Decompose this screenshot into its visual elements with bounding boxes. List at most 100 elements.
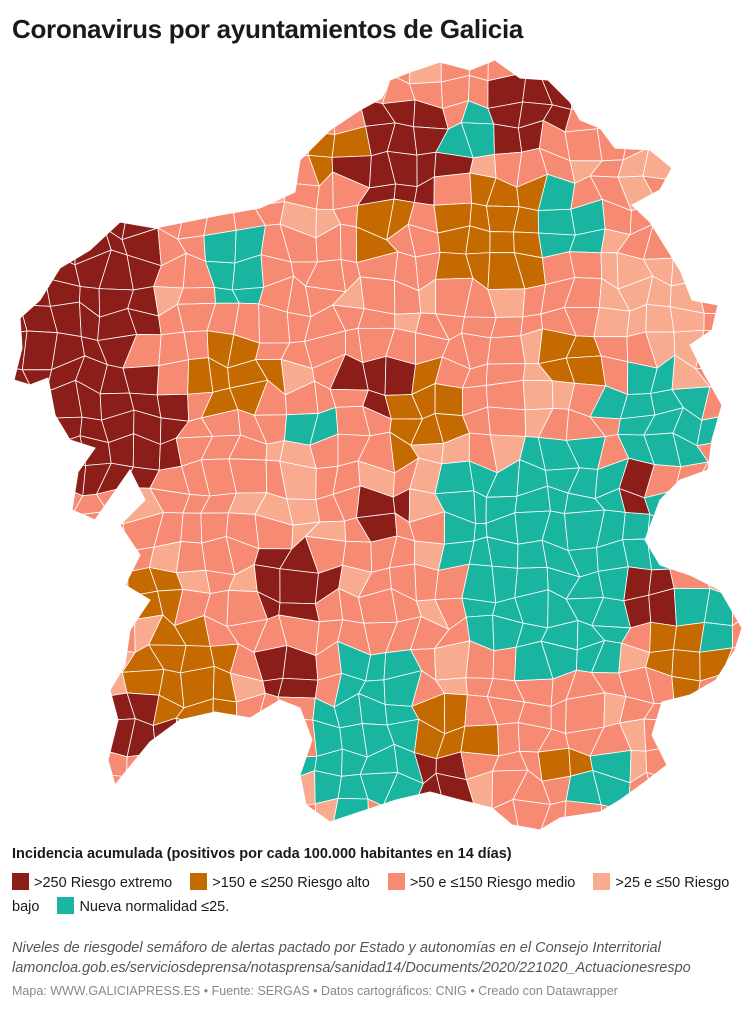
municipality-region[interactable]: [72, 567, 111, 601]
municipality-region[interactable]: [236, 721, 262, 757]
municipality-region[interactable]: [253, 176, 286, 207]
municipality-region[interactable]: [490, 316, 524, 339]
municipality-region[interactable]: [104, 148, 132, 184]
municipality-region[interactable]: [669, 567, 711, 589]
municipality-region[interactable]: [254, 55, 294, 75]
municipality-region[interactable]: [202, 781, 236, 810]
municipality-region[interactable]: [491, 565, 518, 604]
municipality-region[interactable]: [50, 801, 79, 829]
municipality-region[interactable]: [673, 621, 705, 653]
municipality-region[interactable]: [720, 467, 756, 493]
municipality-region[interactable]: [44, 745, 87, 782]
municipality-region[interactable]: [623, 104, 656, 125]
municipality-region[interactable]: [720, 173, 752, 212]
municipality-region[interactable]: [0, 567, 34, 598]
municipality-region[interactable]: [158, 55, 190, 84]
municipality-region[interactable]: [206, 67, 236, 110]
municipality-region[interactable]: [701, 177, 735, 210]
municipality-region[interactable]: [182, 776, 204, 810]
municipality-region[interactable]: [493, 123, 523, 155]
municipality-region[interactable]: [230, 103, 265, 129]
municipality-region[interactable]: [22, 230, 51, 256]
municipality-region[interactable]: [748, 567, 756, 592]
municipality-region[interactable]: [71, 510, 108, 548]
municipality-region[interactable]: [747, 721, 756, 746]
municipality-region[interactable]: [28, 641, 57, 675]
municipality-region[interactable]: [125, 776, 153, 809]
municipality-region[interactable]: [280, 99, 309, 133]
municipality-region[interactable]: [727, 412, 749, 448]
municipality-region[interactable]: [668, 67, 705, 111]
municipality-region[interactable]: [252, 155, 292, 184]
municipality-region[interactable]: [227, 797, 265, 828]
municipality-region[interactable]: [643, 55, 671, 70]
municipality-region[interactable]: [103, 546, 129, 573]
municipality-region[interactable]: [127, 590, 164, 620]
municipality-region[interactable]: [251, 125, 292, 158]
municipality-region[interactable]: [227, 821, 267, 835]
municipality-region[interactable]: [414, 563, 439, 602]
municipality-region[interactable]: [565, 692, 606, 734]
municipality-region[interactable]: [22, 519, 55, 544]
municipality-region[interactable]: [696, 717, 736, 755]
municipality-region[interactable]: [122, 122, 160, 159]
municipality-region[interactable]: [181, 55, 213, 83]
municipality-region[interactable]: [646, 513, 672, 545]
municipality-region[interactable]: [340, 223, 358, 264]
municipality-region[interactable]: [693, 484, 733, 518]
municipality-region[interactable]: [617, 806, 657, 835]
municipality-region[interactable]: [615, 821, 656, 835]
municipality-region[interactable]: [719, 330, 752, 368]
municipality-region[interactable]: [725, 743, 756, 782]
municipality-region[interactable]: [646, 538, 671, 571]
municipality-region[interactable]: [721, 717, 753, 755]
municipality-region[interactable]: [21, 95, 59, 133]
municipality-region[interactable]: [570, 78, 605, 111]
municipality-region[interactable]: [122, 148, 157, 184]
municipality-region[interactable]: [75, 801, 112, 835]
municipality-region[interactable]: [669, 228, 703, 261]
municipality-region[interactable]: [204, 119, 242, 153]
municipality-region[interactable]: [486, 335, 526, 365]
municipality-region[interactable]: [701, 204, 735, 237]
municipality-region[interactable]: [277, 677, 319, 699]
municipality-region[interactable]: [725, 770, 756, 805]
municipality-region[interactable]: [256, 73, 283, 105]
municipality-region[interactable]: [131, 798, 156, 831]
municipality-region[interactable]: [227, 775, 265, 802]
municipality-region[interactable]: [728, 537, 756, 567]
municipality-region[interactable]: [209, 827, 240, 835]
municipality-region[interactable]: [752, 358, 756, 395]
municipality-region[interactable]: [3, 827, 34, 835]
municipality-region[interactable]: [19, 405, 59, 444]
municipality-region[interactable]: [56, 93, 74, 133]
municipality-region[interactable]: [175, 795, 212, 834]
municipality-region[interactable]: [331, 831, 369, 835]
municipality-region[interactable]: [700, 55, 735, 82]
municipality-region[interactable]: [460, 724, 500, 757]
municipality-region[interactable]: [156, 359, 190, 396]
municipality-region[interactable]: [667, 772, 705, 806]
municipality-region[interactable]: [747, 174, 756, 210]
municipality-region[interactable]: [746, 418, 756, 447]
municipality-region[interactable]: [720, 55, 756, 71]
municipality-region[interactable]: [278, 770, 316, 810]
municipality-region[interactable]: [704, 514, 733, 545]
municipality-region[interactable]: [441, 824, 470, 835]
municipality-region[interactable]: [409, 55, 442, 85]
municipality-region[interactable]: [254, 717, 292, 758]
municipality-region[interactable]: [304, 79, 335, 109]
municipality-region[interactable]: [0, 405, 27, 437]
municipality-region[interactable]: [307, 131, 336, 158]
municipality-region[interactable]: [102, 121, 134, 154]
municipality-region[interactable]: [21, 745, 46, 782]
municipality-region[interactable]: [151, 795, 185, 834]
municipality-region[interactable]: [654, 804, 681, 835]
municipality-region[interactable]: [206, 171, 237, 213]
municipality-region[interactable]: [727, 824, 756, 835]
municipality-region[interactable]: [355, 55, 394, 76]
municipality-region[interactable]: [752, 227, 756, 258]
municipality-region[interactable]: [668, 720, 709, 753]
municipality-region[interactable]: [173, 151, 208, 181]
municipality-region[interactable]: [726, 257, 755, 291]
